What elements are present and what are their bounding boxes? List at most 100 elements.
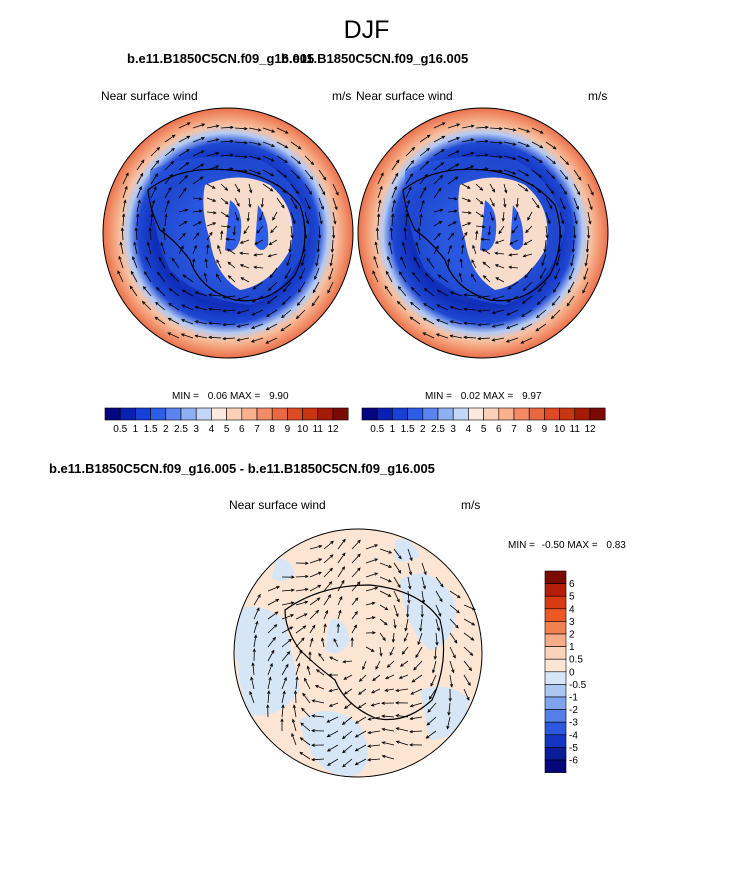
left-wind-arrow: [228, 275, 236, 283]
right-wind-arrowhead: [436, 304, 441, 308]
left-wind-arrowhead: [212, 198, 217, 202]
difference-wind-arrowhead: [311, 699, 316, 703]
left-wind-arrow: [118, 256, 124, 269]
difference-wind-arrowhead: [328, 688, 333, 693]
difference-wind-arrow: [343, 674, 353, 680]
difference-wind-arrow: [309, 571, 322, 578]
right-wind-arrow: [400, 256, 407, 269]
difference-colorbar-swatch: [544, 583, 567, 597]
difference-wind-arrow: [281, 691, 285, 704]
left-wind-arrowhead: [209, 231, 213, 236]
difference-wind-arrow: [379, 562, 392, 568]
left-wind-arrowhead: [230, 153, 234, 157]
left-max-label: MAX =: [229, 391, 261, 402]
left-wind-arrowhead: [155, 301, 159, 306]
left-wind-arrowhead: [243, 230, 247, 235]
difference-wind-arrowhead: [280, 718, 284, 722]
left-wind-arrow: [227, 248, 236, 255]
right-wind-arrow: [409, 316, 421, 325]
difference-wind-arrow: [337, 552, 346, 564]
right-wind-arrow: [402, 242, 407, 255]
difference-wind-arrowhead: [417, 641, 421, 646]
right-wind-arrowhead: [419, 213, 423, 218]
left-wind-arrow: [303, 239, 306, 252]
left-wind-arrow: [178, 209, 188, 213]
left-wind-arrow: [330, 253, 334, 266]
difference-wind-arrow: [435, 618, 440, 631]
right-wind-arrowhead: [536, 204, 540, 209]
right-wind-arrow: [573, 225, 576, 238]
left-wind-arrow: [122, 213, 125, 227]
left-wind-arrow: [217, 245, 222, 255]
left-wind-arrowhead: [316, 249, 320, 253]
difference-colorbar-swatch: [544, 684, 567, 698]
right-wind-arrow: [475, 168, 488, 171]
difference-wind-arrowhead: [314, 685, 319, 689]
left-wind-arrow: [178, 221, 187, 227]
right-wind-arrowhead: [550, 315, 555, 320]
right-colorbar-swatch: [574, 407, 591, 421]
right-wind-arrowhead: [536, 314, 540, 319]
right-wind-arrowhead: [447, 258, 451, 263]
right-wind-arrow: [516, 197, 519, 207]
left-wind-arrowhead: [132, 255, 136, 260]
difference-wind-arrow: [351, 597, 359, 606]
left-wind-arrow: [121, 227, 124, 241]
difference-wind-arrow: [267, 637, 276, 648]
left-colorbar-tick-label: 2.5: [174, 424, 188, 435]
difference-wind-arrowhead: [395, 740, 400, 744]
right-wind-arrow: [508, 281, 519, 290]
difference-wind-arrowhead: [299, 751, 304, 756]
right-wind-arrowhead: [559, 235, 563, 239]
right-wind-arrow: [461, 138, 474, 143]
difference-wind-arrow: [253, 607, 260, 620]
right-wind-arrow: [539, 267, 547, 279]
right-wind-arrow: [517, 141, 530, 147]
left-wind-arrowhead: [198, 221, 202, 225]
left-wind-arrow: [150, 160, 159, 171]
left-colorbar-swatch: [119, 407, 136, 421]
left-wind-arrowhead: [251, 312, 256, 316]
difference-wind-arrowhead: [448, 698, 452, 702]
right-wind-arrow: [461, 232, 468, 241]
left-wind-arrow: [234, 127, 248, 130]
difference-wind-arrow: [396, 714, 409, 718]
left-wind-arrow: [168, 317, 180, 325]
right-wind-arrow: [475, 126, 489, 129]
right-wind-arrow: [545, 169, 555, 179]
right-wind-arrowhead: [491, 324, 496, 328]
right-wind-arrow: [390, 228, 393, 241]
left-min-label: MIN =: [172, 391, 199, 402]
difference-wind-arrow: [427, 702, 437, 713]
difference-wind-arrow: [382, 715, 395, 718]
difference-wind-arrow: [351, 581, 361, 592]
difference-wind-arrowhead: [329, 656, 333, 660]
left-wind-arrow: [192, 137, 205, 143]
right-wind-arrow: [573, 197, 579, 210]
left-wind-arrow: [234, 197, 240, 207]
left-wind-arrowhead: [144, 271, 148, 275]
left-case-title: b.e11.B1850C5CN.f09_g16.005: [127, 51, 315, 66]
left-wind-arrowhead: [212, 222, 217, 226]
difference-wind-arrow: [368, 744, 381, 747]
left-wind-arrowhead: [200, 150, 205, 154]
right-wind-arrow: [377, 213, 380, 227]
difference-wind-arrow: [382, 728, 395, 732]
left-wind-arrow: [248, 197, 251, 207]
right-wind-arrow: [461, 152, 474, 157]
left-wind-arrowhead: [309, 176, 314, 180]
difference-wind-arrowhead: [395, 727, 400, 731]
difference-wind-arrow: [449, 646, 456, 658]
right-wind-arrowhead: [511, 229, 516, 234]
difference-wind-arrow: [447, 716, 451, 729]
right-wind-arrowhead: [437, 232, 441, 237]
right-wind-arrowhead: [401, 241, 406, 246]
left-wind-arrow: [164, 200, 170, 213]
difference-wind-arrowhead: [343, 676, 348, 680]
left-wind-arrow: [133, 242, 138, 255]
difference-wind-arrowhead: [420, 614, 424, 618]
right-wind-arrow: [527, 211, 533, 221]
right-wind-arrowhead: [409, 173, 413, 177]
right-wind-arrowhead: [567, 289, 571, 294]
